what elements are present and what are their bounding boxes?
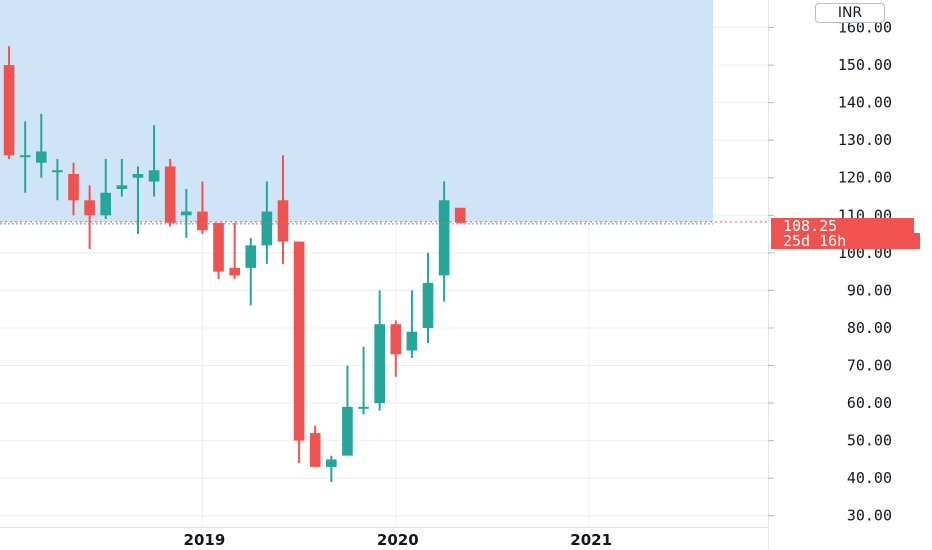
- candle[interactable]: [148, 125, 160, 197]
- candle[interactable]: [406, 290, 418, 359]
- price-tick: 40.00: [768, 469, 892, 487]
- price-tick: 140.00: [768, 94, 892, 112]
- candle[interactable]: [326, 455, 337, 482]
- time-tick-label: 2019: [184, 531, 226, 549]
- candle[interactable]: [390, 320, 402, 377]
- candle[interactable]: [261, 181, 273, 265]
- candle-body: [229, 267, 240, 276]
- candle[interactable]: [342, 365, 353, 456]
- price-tick-label: 160.00: [838, 19, 892, 37]
- price-tick-label: 50.00: [847, 432, 892, 450]
- candle[interactable]: [213, 222, 224, 280]
- candle-body: [342, 406, 353, 456]
- candle-body: [390, 324, 402, 355]
- candle-body: [84, 200, 95, 216]
- candle[interactable]: [116, 158, 128, 197]
- price-tick: 160.00: [768, 19, 892, 37]
- price-tick: 150.00: [768, 56, 892, 74]
- time-tick-label: 2021: [570, 531, 612, 549]
- time-axis[interactable]: 2019 2020 2021: [184, 531, 612, 549]
- candle-body: [374, 324, 385, 404]
- candle-body: [132, 173, 144, 178]
- candle[interactable]: [100, 158, 112, 220]
- candle-body: [19, 155, 31, 158]
- price-tick-label: 60.00: [847, 394, 892, 412]
- price-tick: 70.00: [768, 357, 892, 375]
- candle[interactable]: [293, 241, 305, 464]
- candle-body: [52, 170, 63, 173]
- candle[interactable]: [438, 181, 450, 302]
- candle[interactable]: [454, 207, 466, 223]
- candle[interactable]: [180, 189, 192, 238]
- candle[interactable]: [68, 162, 79, 216]
- candle-body: [293, 241, 305, 441]
- candle-body: [164, 166, 176, 223]
- candle-body: [148, 170, 160, 182]
- price-tick-label: 120.00: [838, 169, 892, 187]
- price-tick-label: 90.00: [847, 281, 892, 299]
- candle[interactable]: [422, 252, 434, 343]
- price-tick-label: 30.00: [847, 507, 892, 525]
- candle-body: [277, 200, 289, 242]
- candle-body: [358, 406, 369, 409]
- candle-body: [422, 282, 434, 328]
- price-tick-label: 80.00: [847, 319, 892, 337]
- time-tick-label: 2020: [377, 531, 419, 549]
- candle-body: [245, 245, 257, 268]
- candle[interactable]: [84, 185, 95, 250]
- price-range-highlight: [0, 0, 713, 222]
- candle[interactable]: [358, 346, 369, 415]
- price-tick: 60.00: [768, 394, 892, 412]
- price-tick: 130.00: [768, 131, 892, 149]
- candle-body: [438, 200, 450, 276]
- candle[interactable]: [164, 158, 176, 227]
- candle[interactable]: [197, 181, 208, 235]
- candle[interactable]: [309, 425, 321, 467]
- price-tick-label: 150.00: [838, 56, 892, 74]
- candle[interactable]: [3, 46, 15, 159]
- candle[interactable]: [52, 158, 63, 201]
- candle-body: [406, 331, 418, 351]
- price-tick: 30.00: [768, 507, 892, 525]
- candle[interactable]: [19, 121, 31, 193]
- candle-body: [454, 207, 466, 223]
- candle[interactable]: [229, 222, 240, 280]
- price-tick: 80.00: [768, 319, 892, 337]
- candles: [0, 46, 713, 482]
- price-tick-label: 70.00: [847, 357, 892, 375]
- candle[interactable]: [132, 166, 144, 235]
- candle-body: [100, 192, 112, 216]
- price-tick-label: 40.00: [847, 469, 892, 487]
- candle-body: [197, 211, 208, 231]
- price-tick: 120.00: [768, 169, 892, 187]
- candle-body: [180, 211, 192, 216]
- price-tick-label: 140.00: [838, 94, 892, 112]
- candle[interactable]: [35, 113, 47, 178]
- bar-countdown-label: 25d 16h: [771, 233, 920, 249]
- candle-body: [309, 433, 321, 467]
- candle-body: [326, 459, 337, 467]
- candle[interactable]: [374, 290, 385, 411]
- price-tick-label: 130.00: [838, 131, 892, 149]
- currency-button[interactable]: INR: [815, 3, 885, 23]
- candle-body: [213, 222, 224, 272]
- candle-body: [68, 173, 79, 201]
- candle-body: [3, 65, 15, 156]
- candle-body: [261, 211, 273, 246]
- candle[interactable]: [245, 237, 257, 306]
- candle-body: [116, 185, 128, 190]
- price-tick: 90.00: [768, 281, 892, 299]
- candle[interactable]: [277, 155, 289, 265]
- price-axis[interactable]: 30.0040.0050.0060.0070.0080.0090.00100.0…: [768, 19, 892, 525]
- price-tick: 50.00: [768, 432, 892, 450]
- candle-body: [35, 151, 47, 163]
- current-price-label: 108.25: [771, 218, 914, 234]
